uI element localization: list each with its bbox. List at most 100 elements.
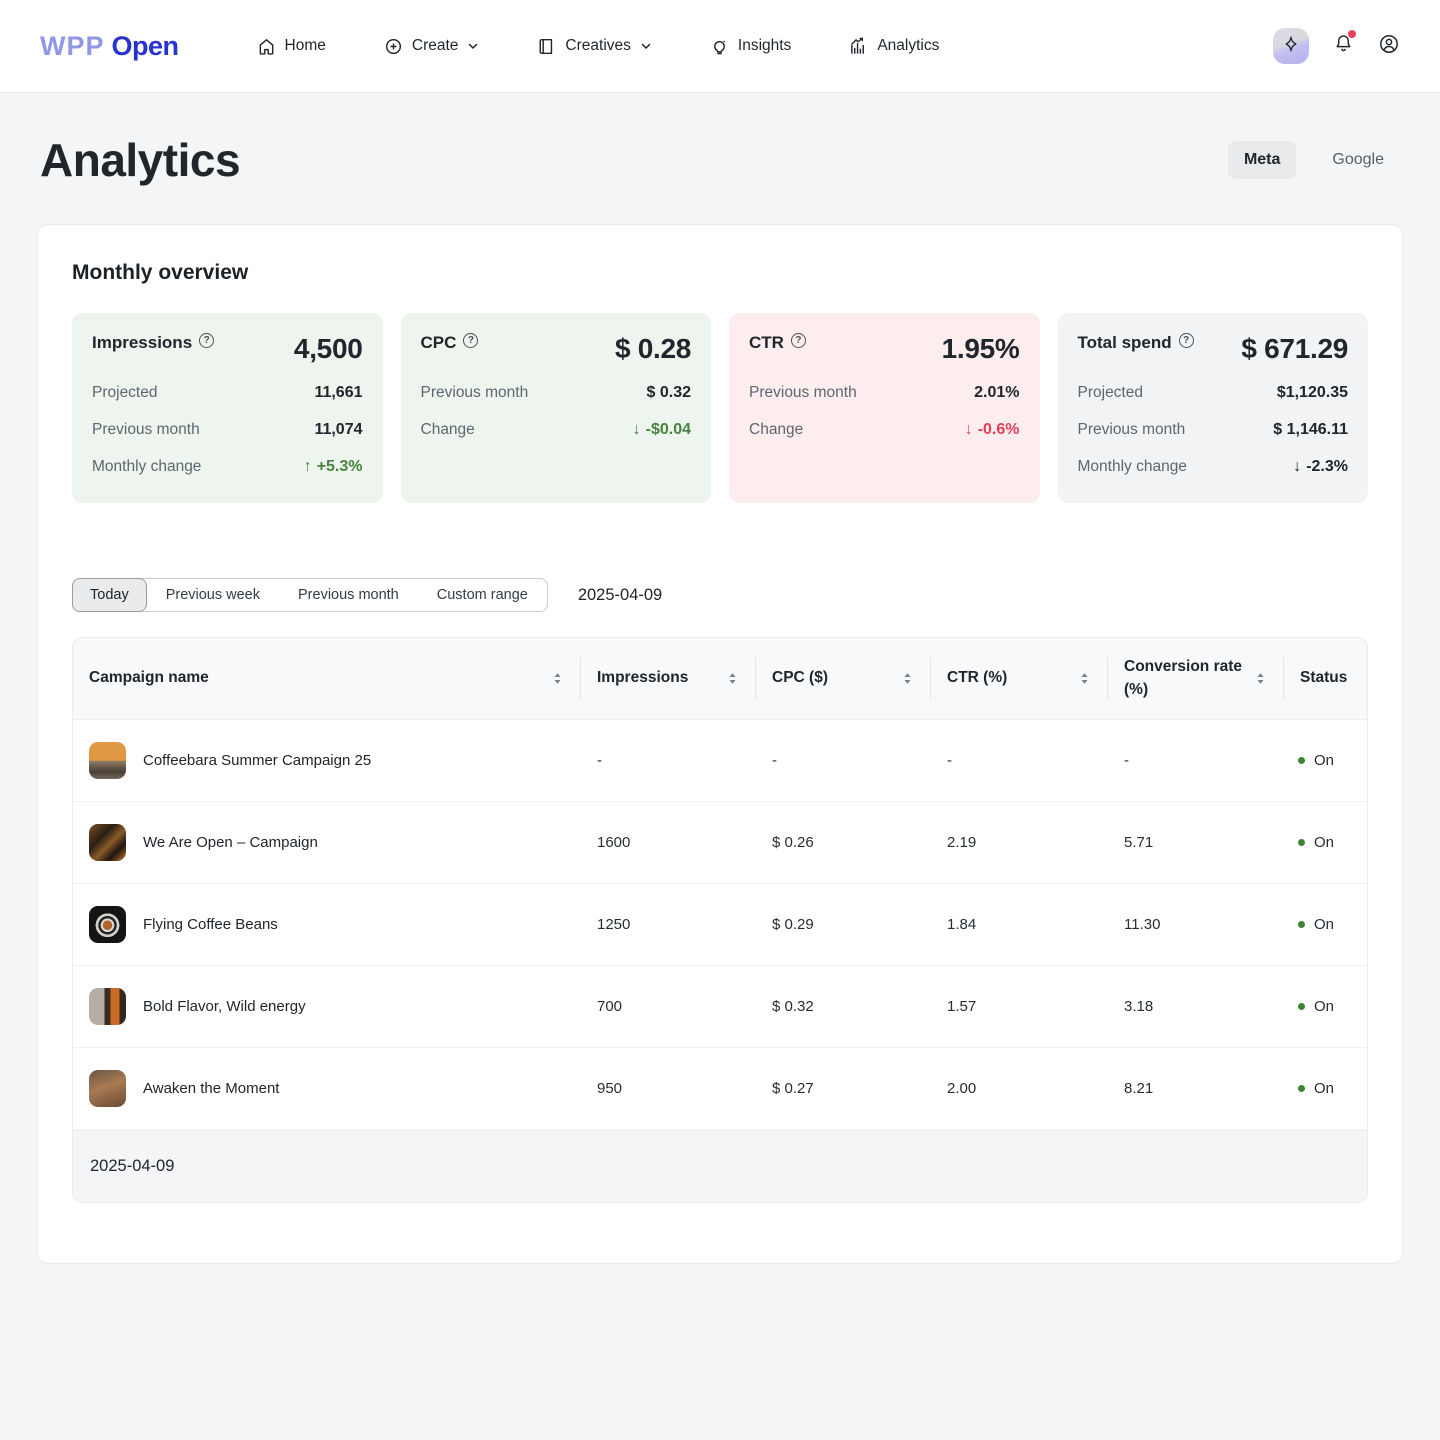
table-header-row: Campaign name Impressions CPC ($) CTR (%…	[73, 638, 1367, 719]
cpc-title: CPC?	[421, 333, 479, 353]
sort-icon[interactable]	[548, 668, 567, 689]
metric-label: Previous month	[92, 421, 200, 438]
campaigns-table: Campaign name Impressions CPC ($) CTR (%…	[72, 637, 1368, 1203]
column-header-status: Status	[1300, 669, 1348, 687]
bell-icon	[1333, 33, 1354, 59]
cpc-cell: $ 0.29	[772, 916, 814, 933]
user-icon	[1378, 33, 1400, 60]
table-row[interactable]: Bold Flavor, Wild energy 700 $ 0.32 1.57…	[73, 965, 1367, 1047]
platform-toggle: Meta Google	[1227, 141, 1400, 179]
table-row[interactable]: Awaken the Moment 950 $ 0.27 2.00 8.21 O…	[73, 1047, 1367, 1129]
ctr-cell: 1.57	[947, 998, 977, 1015]
notifications-button[interactable]	[1333, 30, 1356, 59]
metric-value: $1,120.35	[1276, 384, 1348, 401]
nav-item-home[interactable]: Home	[257, 37, 326, 56]
metric-card-ctr: CTR? 1.95% Previous month 2.01% Change ↓ -0…	[729, 313, 1040, 503]
status-dot	[1298, 839, 1305, 846]
ctr-value: 1.95%	[941, 333, 1020, 364]
analytics-panel: Monthly overview Impressions? 4,500 Proj…	[37, 224, 1403, 1264]
metric-label: Change	[420, 421, 475, 438]
metric-value: $ 1,146.11	[1273, 421, 1348, 438]
campaign-thumbnail	[89, 1070, 126, 1107]
creatives-book-icon	[537, 37, 556, 56]
impressions-value: 4,500	[293, 333, 363, 364]
tab-today[interactable]: Today	[72, 578, 147, 612]
metric-value: $ 0.32	[646, 384, 691, 401]
toggle-google[interactable]: Google	[1332, 151, 1384, 168]
metric-value: 2.01%	[974, 384, 1020, 401]
ctr-cell: 2.19	[947, 834, 977, 851]
create-plus-icon	[384, 37, 403, 56]
total-spend-title: Total spend?	[1078, 333, 1194, 353]
profile-button[interactable]	[1378, 33, 1400, 60]
campaign-name: We Are Open – Campaign	[143, 834, 318, 851]
metric-label: Monthly change	[92, 458, 202, 475]
nav-label-home: Home	[284, 37, 326, 54]
arrow-down-icon: ↓	[964, 421, 973, 438]
ai-assistant-button[interactable]	[1273, 28, 1309, 64]
tab-previous-month[interactable]: Previous month	[298, 587, 399, 603]
table-row[interactable]: Flying Coffee Beans 1250 $ 0.29 1.84 11.…	[73, 883, 1367, 965]
impressions-cell: 1600	[597, 834, 631, 851]
table-footer-date: 2025-04-09	[73, 1129, 1367, 1202]
help-circle-icon[interactable]: ?	[463, 333, 479, 348]
selected-date: 2025-04-09	[577, 585, 663, 604]
metric-value: 11,661	[314, 384, 363, 401]
sort-icon[interactable]	[898, 668, 917, 689]
metric-card-impressions: Impressions? 4,500 Projected 11,661 Previ…	[72, 313, 383, 503]
status-dot	[1298, 757, 1305, 764]
arrow-down-icon: ↓	[632, 421, 641, 438]
nav-item-creatives[interactable]: Creatives	[537, 37, 651, 56]
change-value: ↓ -0.6%	[964, 421, 1020, 438]
metric-label: Projected	[92, 384, 158, 401]
status-badge: On	[1284, 720, 1367, 801]
page-header: Analytics Meta Google	[0, 133, 1440, 187]
home-icon	[257, 37, 276, 56]
sort-icon[interactable]	[1075, 668, 1094, 689]
tab-custom-range[interactable]: Custom range	[436, 587, 528, 603]
toggle-meta[interactable]: Meta	[1227, 141, 1297, 179]
ctr-cell: 2.00	[947, 1080, 977, 1097]
ctr-cell: 1.84	[947, 916, 977, 933]
chevron-down-icon	[640, 40, 652, 52]
change-value: ↓ -$0.04	[632, 421, 691, 438]
sort-icon[interactable]	[723, 668, 742, 689]
table-row[interactable]: We Are Open – Campaign 1600 $ 0.26 2.19 …	[73, 801, 1367, 883]
nav-item-create[interactable]: Create	[384, 37, 480, 56]
status-badge: On	[1284, 802, 1367, 883]
cpc-cell: -	[772, 752, 777, 769]
tab-previous-week[interactable]: Previous week	[165, 587, 260, 603]
campaign-name: Coffeebara Summer Campaign 25	[143, 752, 372, 769]
page-title: Analytics	[40, 134, 241, 186]
column-header-campaign-name: Campaign name	[73, 638, 581, 719]
chevron-down-icon	[467, 40, 479, 52]
logo-wpp-text: WPP	[40, 30, 105, 61]
status-badge: On	[1284, 884, 1367, 965]
nav-item-insights[interactable]: Insights	[710, 37, 791, 56]
metric-label: Previous month	[1077, 421, 1186, 438]
help-circle-icon[interactable]: ?	[199, 333, 215, 348]
sort-icon[interactable]	[1251, 668, 1270, 689]
wpp-open-logo[interactable]: WPP Open	[40, 31, 179, 62]
status-badge: On	[1284, 1048, 1367, 1129]
campaign-name: Awaken the Moment	[143, 1080, 280, 1097]
notification-dot	[1348, 30, 1356, 38]
impressions-title: Impressions?	[92, 333, 215, 353]
metric-label: Change	[749, 421, 804, 438]
campaign-thumbnail	[89, 742, 126, 779]
status-badge: On	[1284, 966, 1367, 1047]
column-header-conversion-rate: Conversion rate (%)	[1108, 638, 1284, 719]
impressions-cell: 1250	[597, 916, 631, 933]
nav-item-analytics[interactable]: Analytics	[849, 37, 939, 56]
help-circle-icon[interactable]: ?	[1178, 333, 1194, 348]
help-circle-icon[interactable]: ?	[790, 333, 806, 348]
analytics-chart-icon	[849, 37, 868, 56]
conversion-cell: 8.21	[1124, 1080, 1154, 1097]
metric-card-total-spend: Total spend? $ 671.29 Projected $1,120.35…	[1057, 313, 1368, 503]
insights-bulb-icon	[710, 37, 729, 56]
table-row[interactable]: Coffeebara Summer Campaign 25 - - - - On	[73, 719, 1367, 801]
top-navigation: WPP Open Home Create Creatives	[0, 0, 1440, 93]
ai-sparkle-icon	[1282, 35, 1300, 58]
cpc-cell: $ 0.26	[772, 834, 814, 851]
conversion-cell: 11.30	[1124, 916, 1161, 933]
